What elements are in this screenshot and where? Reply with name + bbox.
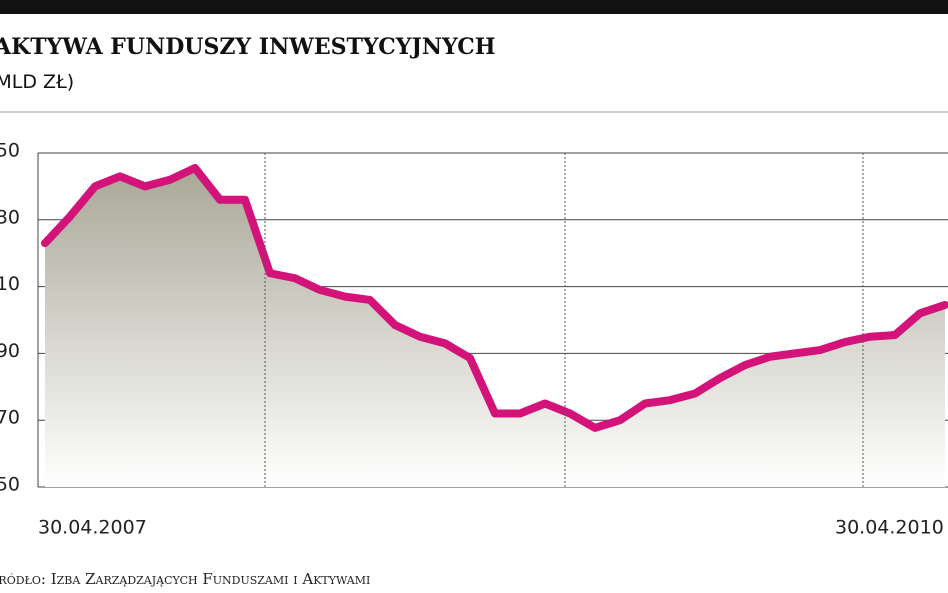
- area: [45, 168, 945, 487]
- top-bar: [0, 0, 948, 14]
- y-tick-label: 130: [0, 206, 20, 228]
- x-tick-label: 30.04.2007: [38, 517, 147, 539]
- x-tick-label: 30.04.2010: [835, 517, 944, 539]
- y-tick-label: 110: [0, 273, 20, 295]
- plot: [41, 164, 948, 487]
- y-tick-label: 150: [0, 140, 20, 162]
- source-note: Źródło: Izba Zarządzających Funduszami i…: [0, 570, 370, 588]
- y-tick-label: 70: [0, 407, 20, 429]
- chart-subtitle: (MLD ZŁ): [0, 71, 74, 93]
- labels: 50 70 90 110 130 150 30.04.2007 30.04.2010: [0, 140, 944, 539]
- chart-title: AKTYWA FUNDUSZY INWESTYCYJNYCH: [0, 34, 496, 60]
- line: [41, 164, 948, 432]
- y-tick-label: 90: [0, 340, 20, 362]
- y-tick-label: 50: [0, 474, 20, 496]
